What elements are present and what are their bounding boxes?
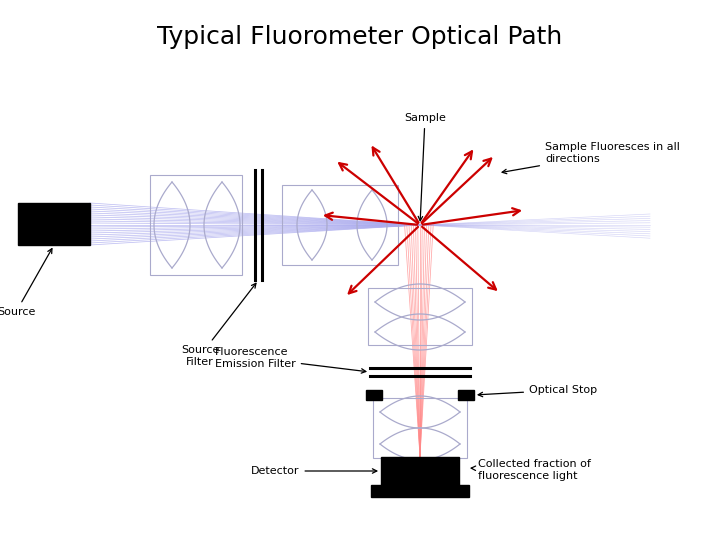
Bar [381,457,459,485]
Bar [368,288,472,345]
Bar [458,390,474,400]
Text: Source: Source [0,248,52,317]
Bar [373,398,467,458]
Bar [150,175,242,275]
Text: Collected fraction of
fluorescence light: Collected fraction of fluorescence light [471,459,591,481]
Bar [282,185,398,265]
Bar [18,203,90,245]
Text: Source
Filter: Source Filter [181,284,256,367]
Text: Detector: Detector [251,466,377,476]
Text: Fluorescence
Emission Filter: Fluorescence Emission Filter [215,347,366,373]
Text: Typical Fluorometer Optical Path: Typical Fluorometer Optical Path [158,25,562,49]
Text: Optical Stop: Optical Stop [478,385,597,397]
Text: Sample Fluoresces in all
directions: Sample Fluoresces in all directions [502,142,680,174]
Bar [366,390,382,400]
Text: Sample: Sample [404,113,446,221]
Bar [371,485,469,497]
